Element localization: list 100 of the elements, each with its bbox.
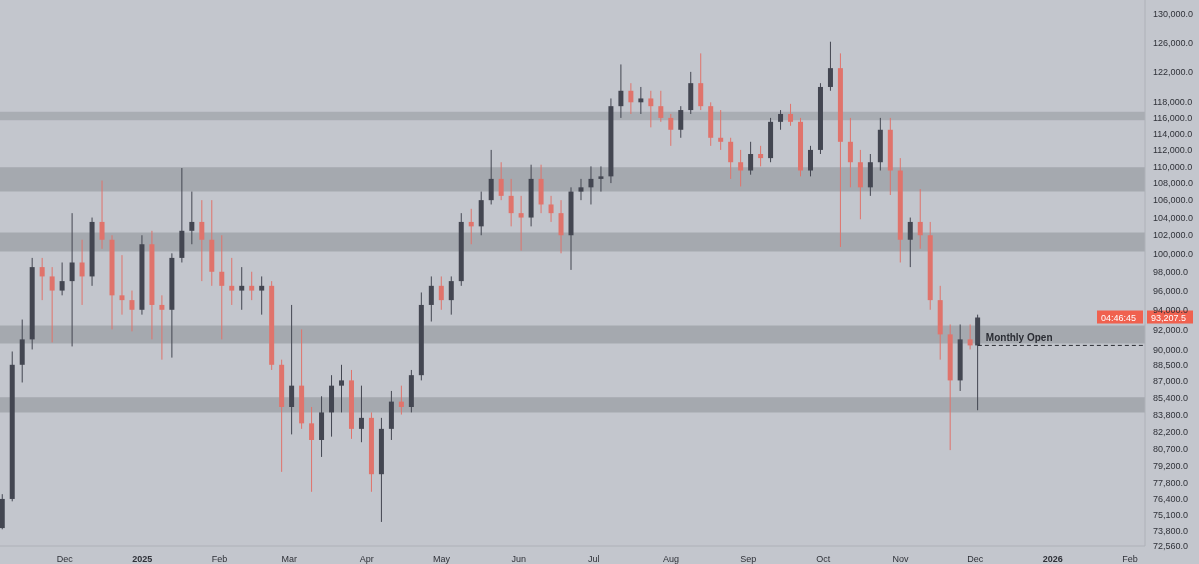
candlestick xyxy=(778,109,784,131)
x-tick-label: Feb xyxy=(211,554,228,564)
candlestick xyxy=(807,145,813,177)
x-tick-label: Dec xyxy=(967,554,984,564)
y-tick-label: 90,000.0 xyxy=(1153,344,1189,355)
candlestick xyxy=(219,234,225,340)
candlestick xyxy=(678,105,684,139)
candlestick xyxy=(668,113,674,147)
candlestick xyxy=(99,180,105,250)
candlestick xyxy=(658,90,664,123)
x-tick-label: 2025 xyxy=(132,554,153,564)
ref-line-label: Monthly Open xyxy=(985,332,1053,344)
candlestick xyxy=(498,161,504,201)
candlestick xyxy=(159,294,165,361)
candlestick xyxy=(69,212,75,347)
y-tick-label: 88,500.0 xyxy=(1153,359,1189,370)
y-tick-label: 106,000.0 xyxy=(1153,195,1194,206)
y-tick-label: 122,000.0 xyxy=(1153,67,1194,78)
candlestick xyxy=(468,208,474,245)
y-tick-label: 82,200.0 xyxy=(1153,427,1189,438)
candlestick xyxy=(518,195,524,252)
x-tick-label: Aug xyxy=(663,554,680,564)
x-tick-label: Nov xyxy=(892,554,910,564)
candlestick xyxy=(628,82,634,115)
y-tick-label: 96,000.0 xyxy=(1153,285,1189,296)
candlestick xyxy=(39,257,45,301)
x-tick-label: Apr xyxy=(359,554,374,564)
x-tick-label: Jun xyxy=(511,554,527,564)
candlestick xyxy=(907,217,913,268)
candlestick xyxy=(249,271,255,301)
x-tick-label: Sep xyxy=(740,554,757,564)
x-tick-label: Feb xyxy=(1122,554,1138,564)
y-tick-label: 75,100.0 xyxy=(1153,509,1189,520)
candlestick xyxy=(428,275,434,323)
y-tick-label: 98,000.0 xyxy=(1153,266,1189,277)
y-tick-label: 87,000.0 xyxy=(1153,375,1189,386)
candlestick xyxy=(718,109,724,151)
candlestick xyxy=(917,188,923,250)
x-tick-label: Mar xyxy=(281,554,298,564)
candlestick xyxy=(728,137,734,180)
y-tick-label: 116,000.0 xyxy=(1153,113,1193,124)
candlestick xyxy=(119,254,125,316)
y-tick-label: 102,000.0 xyxy=(1153,230,1194,241)
candlestick xyxy=(49,266,55,343)
y-tick-label: 76,400.0 xyxy=(1153,494,1189,505)
candlestick xyxy=(748,141,754,176)
candlestick xyxy=(239,266,245,311)
candlestick xyxy=(398,385,404,416)
candlestick xyxy=(189,191,195,245)
candlestick xyxy=(618,63,624,119)
candlestick xyxy=(59,262,65,296)
candlestick xyxy=(738,149,744,187)
candlestick xyxy=(698,52,704,111)
y-tick-label: 118,000.0 xyxy=(1153,97,1193,108)
y-tick-label: 130,000.0 xyxy=(1153,9,1194,20)
candlestick xyxy=(438,275,444,311)
y-tick-label: 94,000.0 xyxy=(1153,304,1189,315)
candlestick xyxy=(758,145,764,167)
y-tick-label: 85,400.0 xyxy=(1153,392,1189,403)
candlestick xyxy=(827,41,833,92)
candlestick xyxy=(309,406,315,493)
candlestick xyxy=(129,290,135,332)
x-tick-label: 2026 xyxy=(1042,554,1063,564)
x-tick-label: Dec xyxy=(56,554,74,564)
y-tick-label: 80,700.0 xyxy=(1153,444,1189,455)
x-tick-label: Jul xyxy=(587,554,600,564)
candlestick xyxy=(448,275,454,316)
candlestick xyxy=(79,239,85,306)
annotation: 04:46:45 xyxy=(1101,312,1137,323)
y-tick-label: 100,000.0 xyxy=(1153,248,1194,259)
candlestick xyxy=(638,86,644,115)
y-tick-label: 77,800.0 xyxy=(1153,477,1189,488)
candlestick xyxy=(588,165,594,205)
y-tick-label: 108,000.0 xyxy=(1153,178,1194,189)
candlestick xyxy=(578,178,584,201)
x-tick-label: Oct xyxy=(816,554,831,564)
candlestick xyxy=(259,275,265,316)
y-tick-label: 126,000.0 xyxy=(1153,37,1194,48)
y-tick-label: 79,200.0 xyxy=(1153,461,1189,472)
candlestick xyxy=(788,103,794,127)
y-tick-label: 112,000.0 xyxy=(1153,145,1193,156)
y-tick-label: 104,000.0 xyxy=(1153,212,1194,223)
candlestick xyxy=(548,195,554,223)
candlestick xyxy=(488,149,494,205)
candlestick xyxy=(558,199,564,254)
y-tick-label: 114,000.0 xyxy=(1153,128,1193,139)
y-tick-label: 73,800.0 xyxy=(1153,525,1189,536)
candlestick xyxy=(648,90,654,128)
candlestick xyxy=(199,199,205,282)
candlestick xyxy=(847,117,853,188)
y-tick-label: 110,000.0 xyxy=(1153,161,1193,172)
y-tick-label: 92,000.0 xyxy=(1153,324,1189,335)
candlestick xyxy=(598,165,604,193)
y-tick-label: 83,800.0 xyxy=(1153,409,1189,420)
x-tick-label: May xyxy=(433,554,451,564)
candlestick xyxy=(229,257,235,306)
candlestick xyxy=(339,364,345,413)
candlestick xyxy=(358,385,364,443)
candlestick xyxy=(967,323,973,350)
candlestick xyxy=(508,178,514,227)
